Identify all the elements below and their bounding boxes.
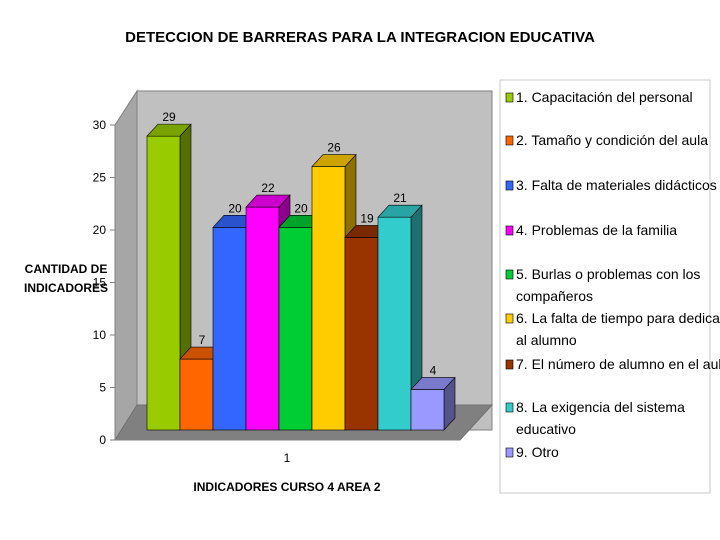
data-label: 22	[261, 181, 275, 195]
legend-swatch	[505, 180, 514, 191]
legend-label: al alumno	[516, 332, 577, 348]
y-tick-label: 25	[93, 171, 107, 185]
bar-front	[377, 216, 412, 431]
bar-top	[377, 204, 423, 218]
y-tick-label: 20	[93, 223, 107, 237]
legend-box	[499, 79, 711, 494]
legend-label: 5. Burlas o problemas con los	[516, 266, 700, 282]
legend-label: 8. La exigencia del sistema	[516, 399, 685, 415]
legend-label: compañeros	[516, 288, 593, 304]
bar-front	[212, 227, 247, 431]
legend-item: 8. La exigencia del sistema educativo	[505, 399, 685, 437]
bar-front	[179, 358, 214, 431]
bar-top	[245, 194, 291, 208]
legend-label: 9. Otro	[516, 444, 559, 460]
bar-front	[146, 135, 181, 431]
y-tick-label: 0	[99, 433, 106, 447]
legend-item: 9. Otro	[505, 444, 559, 460]
legend-item: 3. Falta de materiales didácticos	[505, 177, 717, 193]
x-tick-label: 1	[284, 451, 291, 465]
data-label: 7	[199, 333, 206, 347]
legend-item: 2. Tamaño y condición del aula	[505, 132, 708, 148]
data-label: 4	[430, 363, 437, 377]
bar-top	[311, 154, 357, 167]
bar	[410, 376, 456, 431]
legend-label: 7. El número de alumno en el aula	[516, 356, 720, 372]
bar-front	[410, 389, 445, 431]
chart-title: DETECCION DE BARRERAS PARA LA INTEGRACIO…	[125, 29, 595, 46]
y-axis-title-line-1: CANTIDAD DE	[25, 262, 108, 276]
bars	[146, 123, 456, 431]
legend-swatch	[505, 313, 514, 324]
y-tick-label: 5	[99, 381, 106, 395]
data-label: 20	[228, 201, 242, 215]
legend-item: 6. La falta de tiempo para dedicarse al a…	[505, 310, 720, 348]
bar-front	[311, 166, 346, 431]
data-label: 19	[360, 211, 374, 225]
legend-item: 5. Burlas o problemas con los compañeros	[505, 266, 700, 304]
legend-label: 6. La falta de tiempo para dedicarse	[516, 310, 720, 326]
bar-front	[344, 237, 379, 431]
data-labels: 29 7 20 22 20 26 19 21 4	[162, 110, 436, 377]
side-wall	[114, 89, 138, 441]
legend-swatch	[505, 269, 514, 280]
legend-swatch	[505, 447, 514, 458]
legend-label: 3. Falta de materiales didácticos	[516, 177, 717, 193]
data-label: 21	[393, 191, 407, 205]
legend-swatch	[505, 359, 514, 370]
data-label: 29	[162, 110, 176, 124]
legend-swatch	[505, 135, 514, 146]
legend-item: 7. El número de alumno en el aula	[505, 356, 720, 372]
data-label: 20	[294, 201, 308, 215]
y-tick-label: 30	[93, 118, 107, 132]
legend-swatch	[505, 92, 514, 103]
legend-swatch	[505, 402, 514, 413]
bar	[377, 204, 423, 431]
bar-top	[410, 377, 456, 390]
y-axis-ticks: 0 5 10 15 20 25 30	[93, 118, 115, 447]
y-tick-label: 10	[93, 328, 107, 342]
bar-top	[146, 123, 192, 137]
legend-label: 2. Tamaño y condición del aula	[516, 132, 708, 148]
legend-label: educativo	[516, 421, 576, 437]
x-axis-title: INDICADORES CURSO 4 AREA 2	[193, 480, 380, 494]
legend-item: 1. Capacitación del personal	[505, 89, 693, 105]
data-label: 26	[327, 141, 341, 155]
legend-label: 1. Capacitación del personal	[516, 89, 693, 105]
legend-label: 4. Problemas de la familia	[516, 222, 677, 238]
legend: 1. Capacitación del personal 2. Tamaño y …	[499, 79, 720, 494]
bar	[146, 123, 192, 431]
bar-front	[245, 206, 280, 431]
bar-front	[278, 227, 313, 431]
y-axis-title-line-2: INDICADORES	[24, 281, 108, 295]
legend-swatch	[505, 225, 514, 236]
legend-item: 4. Problemas de la familia	[505, 222, 677, 238]
y-tick-label: 15	[93, 276, 107, 290]
